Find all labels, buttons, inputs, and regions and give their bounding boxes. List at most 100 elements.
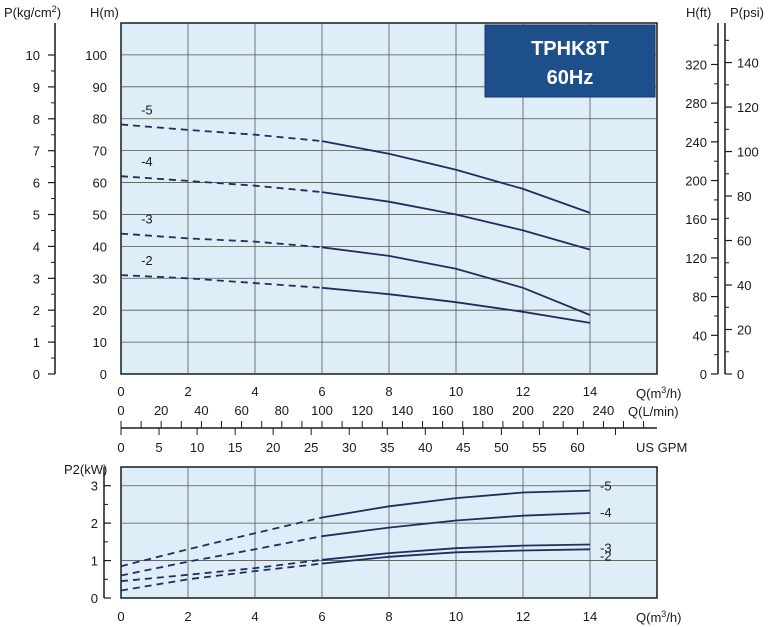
head-curve-solid xyxy=(321,286,591,324)
head-m-tick-label: 100 xyxy=(85,48,107,63)
power-tick-label: 2 xyxy=(91,516,98,531)
power-curve-solid xyxy=(321,512,591,538)
flow-lmin-tick-label: 160 xyxy=(432,403,454,418)
head-ft-tick-label: 280 xyxy=(685,96,707,111)
flow-lmin-tick-label: 140 xyxy=(392,403,414,418)
power-tick-label: 3 xyxy=(91,479,98,494)
head-ft-tick-label: 160 xyxy=(685,212,707,227)
power-curve-label: -2 xyxy=(600,548,612,563)
flow-gpm-tick-label: 35 xyxy=(380,440,394,455)
flow-m3h-tick-label: 10 xyxy=(449,384,463,399)
flow-m3h-tick-label: 8 xyxy=(385,384,392,399)
flow-lmin-tick-label: 120 xyxy=(351,403,373,418)
head-m-tick-label: 0 xyxy=(100,367,107,382)
p-kg-tick-label: 9 xyxy=(33,80,40,95)
flow-lmin-tick-label: 240 xyxy=(593,403,615,418)
flow-m3h-axis-label: Q(m3/h) xyxy=(636,385,681,401)
flow-lmin-tick-label: 80 xyxy=(275,403,289,418)
p-psi-tick-label: 40 xyxy=(737,278,751,293)
p-kg-tick-label: 2 xyxy=(33,303,40,318)
head-ft-axis: 0 40 80 120 160 200 240 280 320 xyxy=(685,44,718,382)
head-ft-tick-label: 120 xyxy=(685,251,707,266)
flow-gpm-axis: 0 5 10 15 20 25 30 35 40 45 50 55 60 xyxy=(117,440,584,455)
title-frequency: 60Hz xyxy=(547,67,594,89)
head-m-axis: 10 20 30 40 50 60 70 80 90 100 0 xyxy=(85,48,107,382)
p-kg-tick-label: 6 xyxy=(33,176,40,191)
flow-gpm-tick-label: 30 xyxy=(342,440,356,455)
flow-lmin-tick-label: 100 xyxy=(311,403,333,418)
flow-lmin-tick-label: 200 xyxy=(512,403,534,418)
power-curve-label: -3 xyxy=(600,540,612,555)
head-m-tick-label: 80 xyxy=(93,112,107,127)
power-curve-dashed xyxy=(120,562,323,592)
power-curve-label: -4 xyxy=(600,505,612,520)
head-ft-tick-label: 80 xyxy=(693,290,707,305)
power-tick-label: 1 xyxy=(91,554,98,569)
head-curve-solid xyxy=(321,246,591,316)
power-flow-tick-label: 2 xyxy=(184,609,191,624)
power-tick-label: 0 xyxy=(91,591,98,606)
p-kg-tick-label: 8 xyxy=(33,112,40,127)
power-curve-dashed xyxy=(120,558,323,583)
power-curves: -5 -4 -3-2 xyxy=(120,479,612,592)
head-ft-tick-label: 40 xyxy=(693,328,707,343)
power-grid xyxy=(121,467,657,598)
power-axis: 0 1 2 3 xyxy=(91,467,111,606)
power-flow-tick-label: 6 xyxy=(318,609,325,624)
title-box xyxy=(484,24,656,98)
head-curve-dashed xyxy=(120,123,323,142)
p-psi-tick-label: 80 xyxy=(737,189,751,204)
head-ft-axis-label: H(ft) xyxy=(686,5,711,20)
power-axis-label: P2(kW) xyxy=(64,462,107,477)
power-flow-tick-label: 0 xyxy=(117,609,124,624)
power-flow-tick-label: 12 xyxy=(516,609,530,624)
p-kg-axis: 0 1 2 3 4 5 6 7 8 9 10 xyxy=(26,48,55,382)
p-kg-tick-label: 10 xyxy=(26,48,40,63)
flow-lmin-ticks xyxy=(120,421,645,435)
power-curve-dashed xyxy=(120,516,323,568)
flow-m3h-tick-label: 6 xyxy=(318,384,325,399)
p-kg-tick-label: 4 xyxy=(33,239,40,254)
p-kg-tick-label: 1 xyxy=(33,335,40,350)
flow-m3h-tick-label: 14 xyxy=(583,384,597,399)
p-kg-axis-label: P(kg/cm2) xyxy=(4,4,61,20)
flow-m3h-tick-label: 12 xyxy=(516,384,530,399)
flow-gpm-tick-label: 40 xyxy=(418,440,432,455)
p-kg-tick-label: 3 xyxy=(33,271,40,286)
head-curve-label: -3 xyxy=(141,212,153,227)
flow-gpm-tick-label: 0 xyxy=(117,440,124,455)
head-curve-label: -2 xyxy=(141,253,153,268)
flow-m3h-tick-label: 2 xyxy=(184,384,191,399)
power-curve-dashed xyxy=(120,535,323,577)
head-ft-tick-label: 240 xyxy=(685,135,707,150)
head-m-tick-label: 40 xyxy=(93,239,107,254)
p-psi-tick-label: 0 xyxy=(737,367,744,382)
flow-gpm-tick-label: 25 xyxy=(304,440,318,455)
head-curve-label: -5 xyxy=(141,102,153,117)
p-psi-tick-label: 100 xyxy=(737,145,759,160)
flow-lmin-tick-label: 0 xyxy=(117,403,124,418)
flow-gpm-tick-label: 15 xyxy=(228,440,242,455)
flow-lmin-tick-label: 20 xyxy=(154,403,168,418)
head-ft-tick-label: 0 xyxy=(700,367,707,382)
power-flow-tick-label: 10 xyxy=(449,609,463,624)
flow-lmin-axis-label: Q(L/min) xyxy=(628,404,679,419)
p-kg-tick-label: 0 xyxy=(33,367,40,382)
head-m-tick-label: 50 xyxy=(93,207,107,222)
p-psi-tick-label: 140 xyxy=(737,56,759,71)
head-m-axis-label: H(m) xyxy=(90,5,119,20)
power-curve-solid xyxy=(321,489,591,519)
flow-lmin-tick-label: 40 xyxy=(194,403,208,418)
power-flow-axis: 0 2 4 6 8 10 12 14 xyxy=(117,609,597,624)
power-flow-tick-label: 14 xyxy=(583,609,597,624)
head-m-tick-label: 20 xyxy=(93,303,107,318)
power-flow-tick-label: 8 xyxy=(385,609,392,624)
title-model: TPHK8T xyxy=(531,38,609,60)
flow-gpm-tick-label: 50 xyxy=(494,440,508,455)
flow-gpm-axis-label: US GPM xyxy=(636,440,687,455)
flow-gpm-tick-label: 10 xyxy=(190,440,204,455)
head-m-tick-label: 60 xyxy=(93,176,107,191)
p-psi-tick-label: 60 xyxy=(737,234,751,249)
head-ft-tick-label: 200 xyxy=(685,174,707,189)
